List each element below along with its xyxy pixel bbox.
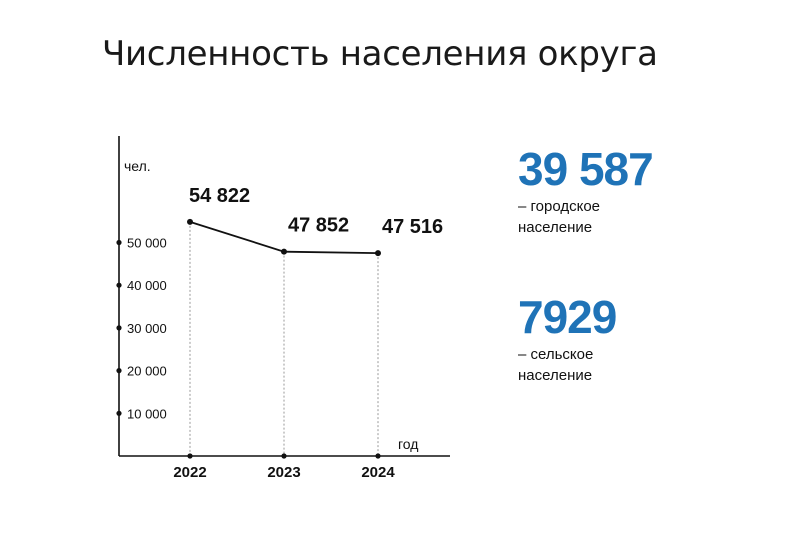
population-line (189, 221, 379, 255)
x-tick-dot (281, 453, 287, 459)
data-point (375, 250, 381, 257)
urban-caption-line1: – городское (518, 198, 601, 215)
x-tick-label: 2024 (361, 464, 395, 481)
rural-caption-line2: население (518, 367, 593, 384)
data-label: 54 822 (189, 185, 250, 207)
y-tick-dot (116, 282, 122, 288)
y-tick-dot (116, 325, 122, 331)
rural-population-value: 7929 (518, 291, 617, 343)
y-tick-dot (116, 368, 122, 374)
population-chart: чел. год 10 000 20 000 30 000 40 000 50 000 202… (116, 136, 450, 481)
x-tick-label: 2023 (267, 464, 300, 481)
urban-population-caption: – городское население (518, 196, 653, 238)
data-label: 47 516 (382, 216, 443, 238)
urban-caption-line2: население (518, 219, 593, 236)
y-tick-label: 10 000 (127, 406, 167, 421)
data-point (187, 218, 193, 225)
rural-caption-line1: – сельское (518, 346, 594, 363)
y-axis-label: чел. (124, 158, 151, 174)
y-tick-label: 40 000 (127, 278, 167, 293)
y-tick-dot (116, 410, 122, 416)
x-tick-dot (187, 453, 193, 459)
x-tick-dot (375, 453, 381, 459)
y-tick-label: 20 000 (127, 364, 167, 379)
y-tick-label: 50 000 (127, 236, 167, 251)
data-point (281, 248, 287, 255)
data-label: 47 852 (288, 215, 349, 237)
rural-population-stat: 7929 – сельское население (518, 291, 617, 386)
x-tick-label: 2022 (173, 464, 206, 481)
urban-population-value: 39 587 (518, 143, 654, 195)
urban-population-stat: 39 587 – городское население (518, 143, 654, 238)
y-tick-dot (116, 239, 122, 246)
page-title: Численность населения округа (102, 34, 658, 74)
rural-population-caption: – сельское население (518, 344, 616, 386)
x-axis-label: год (398, 436, 418, 452)
y-tick-label: 30 000 (127, 321, 167, 336)
